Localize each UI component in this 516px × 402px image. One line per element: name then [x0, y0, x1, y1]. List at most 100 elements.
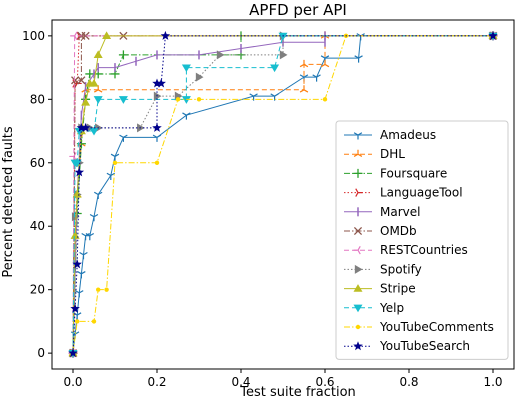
- data-point: [110, 153, 120, 161]
- data-point: [89, 127, 99, 136]
- data-point: [249, 93, 258, 101]
- data-point: [81, 97, 91, 106]
- legend-marker: [354, 264, 363, 274]
- data-point: [75, 319, 80, 324]
- y-tick-label: 60: [30, 156, 45, 170]
- legend-marker: [353, 284, 363, 292]
- x-tick-label: 0.4: [231, 375, 250, 389]
- data-point: [181, 96, 191, 104]
- data-point: [312, 74, 321, 82]
- legend-box: [335, 120, 509, 360]
- series-amadeus: [68, 33, 498, 358]
- data-point: [68, 348, 78, 358]
- plot-frame: [51, 19, 515, 370]
- data-point: [488, 30, 498, 40]
- data-point: [152, 134, 162, 142]
- series-stripe: [68, 31, 498, 357]
- legend-label: YouTubeSearch: [379, 339, 470, 353]
- legend-label: DHL: [380, 147, 405, 161]
- data-point: [74, 167, 85, 177]
- data-point: [106, 172, 116, 180]
- data-point: [70, 303, 80, 313]
- data-point: [112, 160, 118, 165]
- data-point: [93, 85, 103, 93]
- data-point: [118, 96, 128, 104]
- chart-title: APFD per API: [249, 1, 347, 19]
- series-line: [72, 35, 493, 354]
- data-point: [216, 50, 225, 60]
- data-point: [91, 319, 97, 324]
- legend-marker: [353, 304, 363, 313]
- data-point: [96, 287, 101, 292]
- data-point: [175, 97, 181, 102]
- legend-label: LanguageTool: [380, 186, 463, 200]
- x-tick-label: 1.0: [483, 375, 502, 389]
- legend-marker: [353, 149, 363, 157]
- data-point: [89, 78, 99, 87]
- data-point: [152, 78, 162, 88]
- data-point: [196, 97, 202, 102]
- data-point: [299, 85, 309, 93]
- axis-layer: 0.0 0.2 0.4 0.6 0.8 1.0 0 20 40 60 80 100: [22, 29, 502, 389]
- data-point: [80, 122, 91, 132]
- data-point: [154, 160, 160, 165]
- data-point: [77, 271, 86, 279]
- legend-marker: [353, 132, 363, 140]
- legend-marker: [353, 341, 363, 351]
- data-point: [72, 259, 82, 269]
- data-point: [182, 112, 191, 120]
- data-point: [195, 72, 204, 82]
- data-point: [89, 213, 99, 222]
- legend-label: Spotify: [380, 262, 422, 276]
- data-point: [93, 50, 103, 59]
- data-point: [72, 159, 82, 168]
- legend-label: Yelp: [379, 301, 404, 315]
- data-point: [75, 290, 84, 298]
- series-line: [72, 35, 493, 354]
- legend-label: RESTCountries: [380, 243, 468, 257]
- y-axis-label: Percent detected faults: [1, 126, 16, 278]
- x-axis-label: Test suite fraction: [239, 385, 356, 400]
- y-tick-label: 20: [30, 283, 45, 297]
- data-point: [72, 190, 82, 198]
- legend-marker: [355, 324, 361, 330]
- data-point: [270, 93, 279, 101]
- data-point: [119, 134, 128, 142]
- data-point: [118, 50, 128, 60]
- data-point: [77, 76, 86, 85]
- legend-label: Marvel: [380, 205, 420, 219]
- data-point: [354, 55, 363, 63]
- y-tick-label: 0: [37, 346, 45, 360]
- data-point: [70, 31, 78, 41]
- data-point: [153, 91, 162, 101]
- legend: Amadeus DHL Foursquare LanguageTool Marvel OM…: [335, 120, 509, 360]
- y-tick-label: 40: [30, 219, 45, 233]
- x-tick-label: 0.0: [63, 375, 82, 389]
- x-tick-label: 0.6: [315, 375, 334, 389]
- series-layer: [68, 30, 498, 358]
- data-point: [270, 64, 280, 73]
- data-point: [102, 31, 112, 40]
- series-line: [72, 35, 493, 354]
- legend-marker: [353, 226, 363, 236]
- data-point: [278, 32, 288, 41]
- data-point: [76, 122, 87, 132]
- legend-marker: [355, 188, 363, 197]
- legend-label: Foursquare: [380, 166, 447, 180]
- series-yelp: [68, 32, 498, 358]
- data-point: [69, 152, 77, 161]
- data-point: [279, 50, 288, 60]
- data-point: [85, 232, 95, 241]
- legend-label: Stripe: [380, 282, 416, 296]
- data-point: [152, 122, 162, 132]
- data-point: [71, 76, 80, 85]
- y-tick-label: 80: [30, 92, 45, 106]
- legend-label: Amadeus: [380, 128, 436, 142]
- data-point: [299, 59, 309, 68]
- x-tick-label: 0.8: [399, 375, 418, 389]
- data-point: [356, 33, 365, 41]
- series-line: [72, 35, 493, 354]
- data-point: [320, 59, 330, 68]
- y-tick-label: 100: [22, 29, 45, 43]
